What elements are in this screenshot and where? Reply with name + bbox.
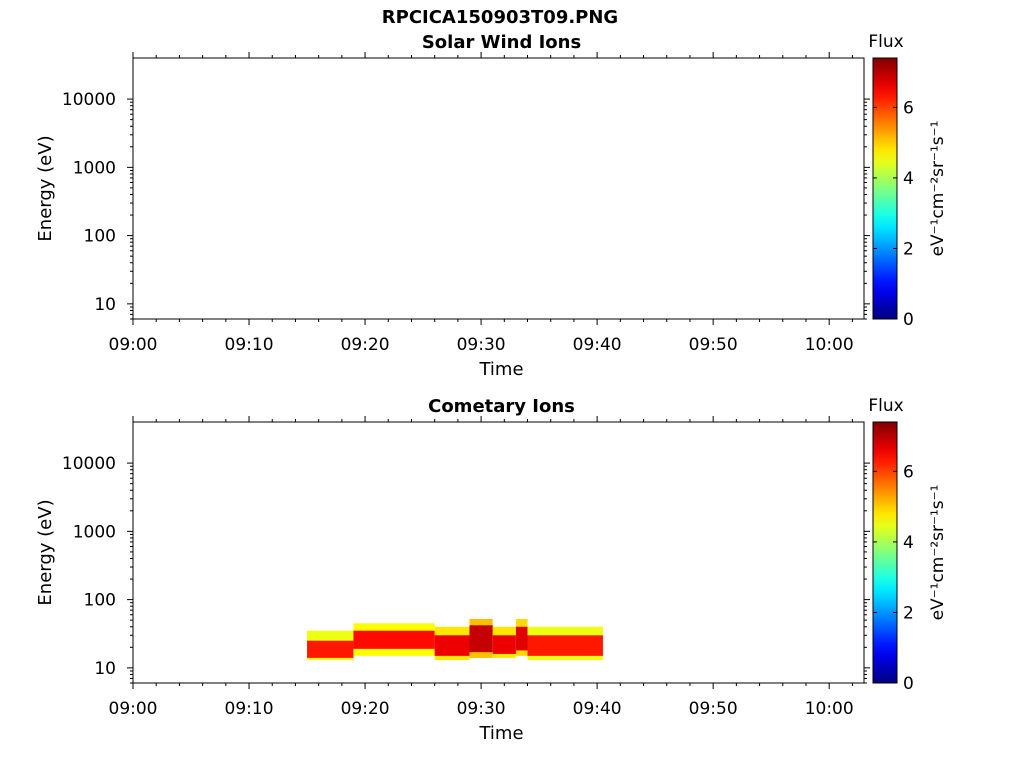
x-tick-label: 09:20 — [341, 335, 390, 355]
y-tick-label: 10 — [94, 295, 116, 315]
colorbar-tick-label: 0 — [903, 674, 914, 694]
colorbar-tick-label: 2 — [903, 603, 914, 623]
plot-frame — [132, 57, 865, 320]
panel-title: Cometary Ions — [428, 396, 575, 417]
colorbar-tick-label: 4 — [903, 533, 914, 553]
x-tick-label: 09:40 — [573, 699, 622, 719]
y-axis-label: Energy (eV) — [35, 499, 56, 605]
colorbar — [872, 57, 898, 320]
flux-band-core — [515, 626, 528, 651]
x-tick-label: 09:10 — [225, 699, 274, 719]
panel-1 — [127, 52, 898, 325]
x-tick-label: 10:00 — [805, 335, 854, 355]
flux-band-core — [527, 635, 603, 656]
x-tick-label: 09:30 — [457, 699, 506, 719]
flux-band-core — [307, 640, 354, 658]
x-tick-label: 09:00 — [109, 699, 158, 719]
figure-title: RPCICA150903T09.PNG — [381, 7, 619, 28]
colorbar-tick-label: 6 — [903, 98, 914, 118]
flux-band-core — [434, 635, 470, 656]
x-tick-label: 09:30 — [457, 335, 506, 355]
flux-band-core — [492, 635, 516, 654]
y-tick-label: 10000 — [62, 454, 116, 474]
y-tick-label: 1000 — [73, 522, 116, 542]
y-tick-label: 1000 — [73, 158, 116, 178]
x-tick-label: 09:50 — [689, 699, 738, 719]
x-tick-label: 09:10 — [225, 335, 274, 355]
x-tick-label: 10:00 — [805, 699, 854, 719]
x-tick-label: 09:50 — [689, 335, 738, 355]
x-axis-label: Time — [478, 359, 523, 380]
y-tick-label: 10 — [94, 659, 116, 679]
colorbar — [872, 421, 898, 684]
panel-title: Solar Wind Ions — [422, 32, 581, 53]
panel-2 — [127, 416, 898, 689]
y-tick-label: 100 — [84, 591, 116, 611]
colorbar-title: Flux — [868, 32, 903, 52]
plot-frame — [132, 421, 865, 684]
x-tick-label: 09:40 — [573, 335, 622, 355]
flux-band-core — [469, 625, 493, 653]
colorbar-label: eV⁻¹cm⁻²sr⁻¹s⁻¹ — [928, 485, 948, 621]
y-tick-label: 100 — [84, 227, 116, 247]
y-axis-label: Energy (eV) — [35, 135, 56, 241]
y-tick-label: 10000 — [62, 90, 116, 110]
colorbar-title: Flux — [868, 396, 903, 416]
x-tick-label: 09:00 — [109, 335, 158, 355]
x-axis-label: Time — [478, 723, 523, 744]
colorbar-tick-label: 6 — [903, 462, 914, 482]
colorbar-tick-label: 0 — [903, 310, 914, 330]
flux-band-core — [353, 630, 435, 649]
colorbar-tick-label: 2 — [903, 239, 914, 259]
spectrogram-data — [307, 618, 603, 661]
colorbar-tick-label: 4 — [903, 169, 914, 189]
x-tick-label: 09:20 — [341, 699, 390, 719]
colorbar-label: eV⁻¹cm⁻²sr⁻¹s⁻¹ — [928, 121, 948, 257]
